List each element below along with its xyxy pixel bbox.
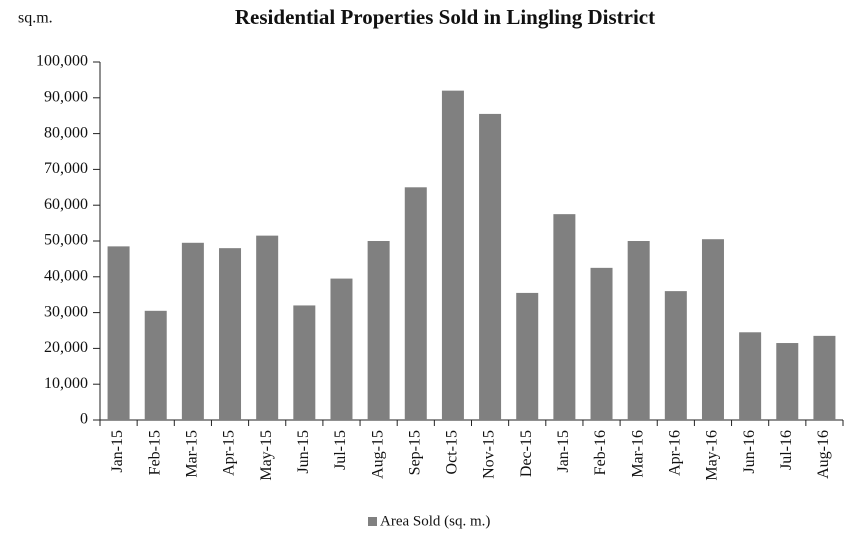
bar [664,291,687,420]
y-tick-label: 80,000 [44,124,88,141]
bar [404,187,427,420]
x-tick-label: Sep-15 [406,430,423,475]
x-tick-label: Jul-15 [332,430,349,470]
bar [627,241,650,420]
bar [107,246,130,420]
x-tick-label: Aug-16 [815,430,832,479]
bar [813,335,836,420]
bar [219,248,242,420]
x-tick-label: Jan-15 [109,430,126,473]
y-tick-label: 0 [80,411,88,428]
y-tick-label: 40,000 [44,267,88,284]
legend-swatch [368,517,377,526]
x-tick-label: May-16 [704,430,721,481]
bar [516,292,539,420]
y-tick-label: 30,000 [44,303,88,320]
x-tick-label: Jun-16 [741,430,758,474]
y-tick-label: 70,000 [44,160,88,177]
x-tick-label: Jun-15 [295,430,312,474]
y-tick-label: 60,000 [44,196,88,213]
x-tick-label: Jul-16 [778,430,795,470]
bar [776,343,799,420]
x-tick-label: Nov-15 [481,430,498,479]
x-tick-label: Oct-15 [444,430,461,474]
bar [367,241,390,420]
x-tick-label: Feb-15 [146,430,163,475]
y-tick-label: 10,000 [44,375,88,392]
legend-label: Area Sold (sq. m.) [380,513,490,529]
y-tick-label: 90,000 [44,88,88,105]
x-tick-label: Mar-16 [629,430,646,478]
x-tick-label: Aug-15 [369,430,386,479]
chart-title: Residential Properties Sold in Lingling … [235,5,655,29]
y-tick-label: 20,000 [44,339,88,356]
x-tick-label: Dec-15 [518,430,535,477]
y-axis-unit: sq.m. [18,10,53,27]
bar [739,332,762,420]
x-tick-label: Apr-16 [666,430,683,476]
x-tick-label: Feb-16 [592,430,609,475]
x-tick-label: Apr-15 [221,430,238,476]
bar [181,242,204,420]
bar [479,113,502,420]
bar [330,278,353,420]
bar [590,267,613,420]
bar [441,90,464,420]
bar [256,235,279,420]
bar [144,310,167,420]
y-tick-label: 50,000 [44,232,88,249]
y-tick-label: 100,000 [36,53,88,70]
bar [701,239,724,420]
bar [553,214,576,420]
bar [293,305,316,420]
x-tick-label: Jan-15 [555,430,572,473]
x-tick-label: May-15 [258,430,275,481]
x-tick-label: Mar-15 [184,430,201,478]
